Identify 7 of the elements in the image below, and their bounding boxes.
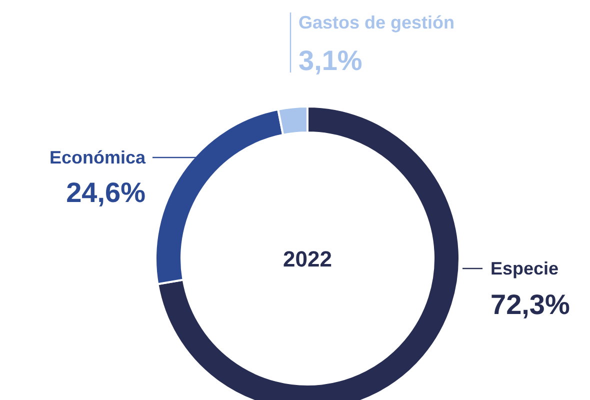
data-label: 72,3%: [490, 289, 570, 320]
slice-label: Gastos de gestión: [298, 12, 455, 32]
slice-label: Económica: [49, 148, 146, 168]
text: 2022: [283, 246, 332, 272]
data-label: 24,6%: [66, 177, 146, 208]
slice-label: Especie: [490, 258, 559, 278]
data-label: 3,1%: [298, 45, 362, 76]
